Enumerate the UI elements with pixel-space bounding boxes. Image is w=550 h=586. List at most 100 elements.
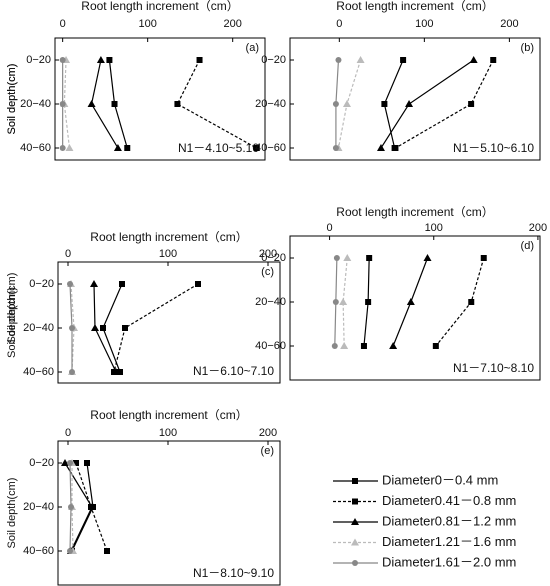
x-tick-label: 200: [259, 427, 277, 439]
panel: Root length increment（cm） 0 100 200 Soil dep…: [6, 0, 541, 161]
x-axis-title: Root length increment（cm）: [81, 0, 238, 13]
marker: [253, 145, 260, 151]
x-tick-label: 0: [65, 427, 71, 439]
marker: [468, 299, 475, 305]
marker: [67, 548, 73, 554]
marker: [67, 460, 73, 466]
legend-label: Diameter1.21－1.6 mm: [382, 534, 516, 549]
annotation: N1－6.10~7.10: [193, 364, 274, 378]
plot-frame: [289, 235, 541, 381]
series-line: [435, 257, 485, 347]
x-tick-label: 200: [224, 18, 242, 30]
marker: [340, 342, 349, 349]
legend-label: Diameter1.61－2.0 mm: [382, 554, 516, 569]
y-tick-label: 0−20: [261, 252, 286, 264]
series-line: [395, 59, 494, 149]
annotation: N1－4.10~5.10: [178, 141, 259, 155]
marker: [90, 280, 98, 287]
annotation: N1－5.10~6.10: [453, 141, 534, 155]
marker: [335, 57, 342, 63]
marker: [117, 369, 123, 375]
marker: [360, 343, 367, 349]
y-axis-title: Soil depth(cm): [6, 287, 18, 358]
marker: [351, 518, 359, 525]
y-tick-label: 0−20: [29, 457, 54, 469]
y-axis-title: Soil depth(cm): [6, 273, 18, 344]
series-line: [337, 59, 362, 149]
marker: [400, 57, 407, 63]
marker: [88, 503, 96, 510]
marker: [104, 548, 110, 554]
marker: [174, 101, 181, 107]
marker: [332, 101, 339, 107]
marker: [332, 145, 339, 151]
marker: [59, 145, 66, 151]
marker: [100, 325, 106, 331]
plot-frame: [54, 37, 266, 161]
marker: [119, 281, 125, 287]
y-tick-label: 20−40: [20, 98, 51, 110]
x-tick-label: 0: [336, 18, 342, 30]
marker: [69, 325, 75, 331]
marker: [406, 298, 415, 305]
panel-label: (b): [521, 42, 534, 54]
marker: [111, 101, 118, 107]
x-axis-title: Root length increment（cm）: [90, 230, 247, 244]
marker: [196, 57, 203, 63]
series-line: [380, 59, 475, 149]
y-tick-label: 0−20: [261, 54, 286, 66]
marker: [381, 101, 388, 107]
x-tick-label: 100: [159, 427, 177, 439]
marker: [331, 343, 338, 349]
marker: [332, 299, 339, 305]
marker: [366, 255, 373, 261]
y-tick-label: 40−60: [255, 340, 286, 352]
y-tick-label: 20−40: [23, 322, 54, 334]
marker: [389, 342, 398, 349]
series-line: [176, 59, 257, 149]
marker: [68, 504, 74, 510]
marker: [195, 281, 201, 287]
legend-label: Diameter0.81－1.2 mm: [382, 513, 516, 528]
x-tick-label: 100: [138, 18, 156, 30]
x-tick-label: 200: [500, 18, 518, 30]
panel-label: (a): [246, 42, 259, 54]
x-axis-title: Root length increment（cm）: [336, 0, 493, 13]
legend-label: Diameter0－0.4 mm: [382, 472, 498, 487]
x-tick-label: 200: [259, 248, 277, 260]
marker: [87, 100, 96, 107]
x-tick-label: 100: [425, 222, 443, 234]
marker: [356, 56, 365, 63]
x-tick-label: 0: [65, 248, 71, 260]
annotation: N1－8.10~9.10: [193, 566, 274, 580]
x-tick-label: 0: [327, 222, 333, 234]
marker: [352, 478, 358, 484]
marker: [480, 255, 487, 261]
x-tick-label: 100: [159, 248, 177, 260]
panel: Root length increment（cm） 0 100 200 Soil dep…: [6, 230, 281, 384]
marker: [352, 560, 358, 566]
marker: [67, 281, 73, 287]
plot-frame: [289, 37, 541, 161]
marker: [61, 459, 69, 466]
annotation: N1－7.10~8.10: [453, 361, 534, 375]
y-axis-title: Soil depth(cm): [6, 64, 18, 135]
plot-frame: [57, 261, 281, 384]
y-tick-label: 0−20: [26, 54, 51, 66]
marker: [96, 56, 105, 63]
marker: [339, 298, 348, 305]
y-axis-title: Soil depth(cm): [6, 478, 18, 549]
panel-label: (e): [261, 445, 274, 457]
y-tick-label: 20−40: [23, 501, 54, 513]
y-tick-label: 40−60: [23, 545, 54, 557]
y-tick-label: 40−60: [23, 366, 54, 378]
x-tick-label: 200: [529, 222, 547, 234]
marker: [84, 460, 90, 466]
marker: [333, 255, 340, 261]
marker: [432, 343, 439, 349]
y-tick-label: 0−20: [29, 278, 54, 290]
x-axis-title: Root length increment（cm）: [336, 205, 493, 219]
